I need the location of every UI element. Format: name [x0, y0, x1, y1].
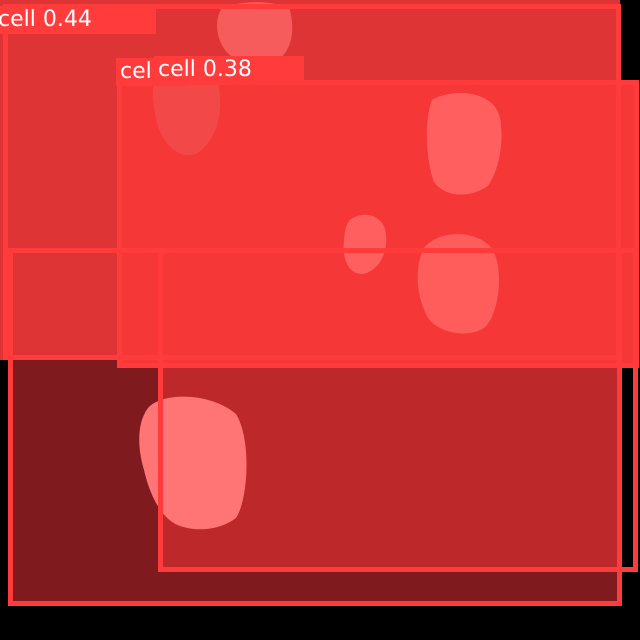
cell-blob-right-lower: [417, 234, 499, 334]
bbox-label-text: cel: [120, 59, 152, 84]
bbox-label-text: cell 0.44: [0, 7, 92, 32]
cell-blob-bottom: [139, 396, 247, 530]
cell-blob-small: [343, 214, 387, 274]
bbox-4-outline: [8, 248, 622, 606]
bbox-label-044: cell 0.44: [0, 6, 156, 34]
bbox-label-text: cell 0.38: [158, 57, 252, 82]
cell-blob-top: [217, 2, 293, 65]
bbox-label-038: cell 0.38: [154, 56, 304, 84]
bbox-1-outline: [3, 4, 621, 360]
bbox-2-outline: [117, 80, 639, 368]
cell-blob-right-upper: [426, 93, 502, 195]
